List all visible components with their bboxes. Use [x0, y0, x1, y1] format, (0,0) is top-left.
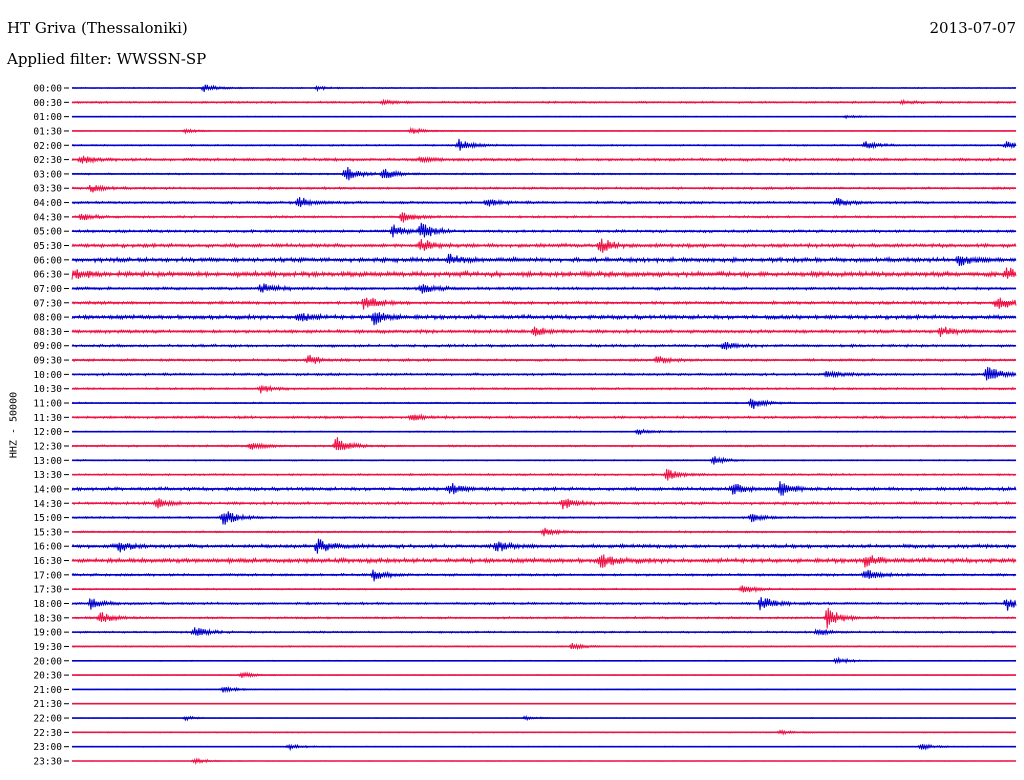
row-label-1800: 18:00 [33, 599, 62, 610]
row-label-1630: 16:30 [33, 556, 62, 567]
recording-date: 2013-07-07 [929, 19, 1016, 37]
row-label-1430: 14:30 [33, 499, 62, 510]
row-label-1230: 12:30 [33, 441, 62, 452]
row-label-2230: 22:30 [33, 728, 62, 739]
row-label-1300: 13:00 [33, 456, 62, 467]
trace-1230 [71, 437, 1017, 451]
row-label-0800: 08:00 [33, 313, 62, 324]
row-label-1030: 10:30 [33, 384, 62, 395]
row-label-0430: 04:30 [33, 212, 62, 223]
row-label-2300: 23:00 [33, 742, 62, 753]
row-label-2100: 21:00 [33, 685, 62, 696]
row-label-0900: 09:00 [33, 341, 62, 352]
row-label-1400: 14:00 [33, 484, 62, 495]
row-label-0930: 09:30 [33, 356, 62, 367]
row-label-1130: 11:30 [33, 413, 62, 424]
row-label-1830: 18:30 [33, 613, 62, 624]
row-label-0530: 05:30 [33, 241, 62, 252]
row-label-0730: 07:30 [33, 298, 62, 309]
row-label-1900: 19:00 [33, 628, 62, 639]
row-label-0300: 03:00 [33, 169, 62, 180]
row-label-1600: 16:00 [33, 542, 62, 553]
row-label-1500: 15:00 [33, 513, 62, 524]
station-title: HT Griva (Thessaloniki) [7, 19, 188, 37]
row-label-1700: 17:00 [33, 570, 62, 581]
row-label-0400: 04:00 [33, 198, 62, 209]
row-label-0330: 03:30 [33, 184, 62, 195]
row-label-0100: 01:00 [33, 112, 62, 123]
row-label-0500: 05:00 [33, 227, 62, 238]
row-label-1000: 10:00 [33, 370, 62, 381]
row-label-2030: 20:30 [33, 671, 62, 682]
row-label-1100: 11:00 [33, 399, 62, 410]
row-label-0600: 06:00 [33, 255, 62, 266]
row-label-0130: 01:30 [33, 126, 62, 137]
row-label-0630: 06:30 [33, 270, 62, 281]
row-label-0030: 00:30 [33, 98, 62, 109]
row-label-1930: 19:30 [33, 642, 62, 653]
row-label-1530: 15:30 [33, 527, 62, 538]
filter-label: Applied filter: WWSSN-SP [7, 50, 207, 68]
trace-0800 [71, 312, 1017, 326]
row-label-0000: 00:00 [33, 84, 62, 95]
row-label-2330: 23:30 [33, 757, 62, 768]
row-label-0230: 02:30 [33, 155, 62, 166]
row-label-1330: 13:30 [33, 470, 62, 481]
row-label-1730: 17:30 [33, 585, 62, 596]
row-label-0200: 02:00 [33, 141, 62, 152]
trace-0730 [71, 297, 1017, 310]
trace-0500 [71, 222, 1017, 238]
row-label-0830: 08:30 [33, 327, 62, 338]
row-label-2200: 22:00 [33, 714, 62, 725]
row-label-0700: 07:00 [33, 284, 62, 295]
row-label-2130: 21:30 [33, 699, 62, 710]
row-label-2000: 20:00 [33, 656, 62, 667]
row-label-1200: 12:00 [33, 427, 62, 438]
